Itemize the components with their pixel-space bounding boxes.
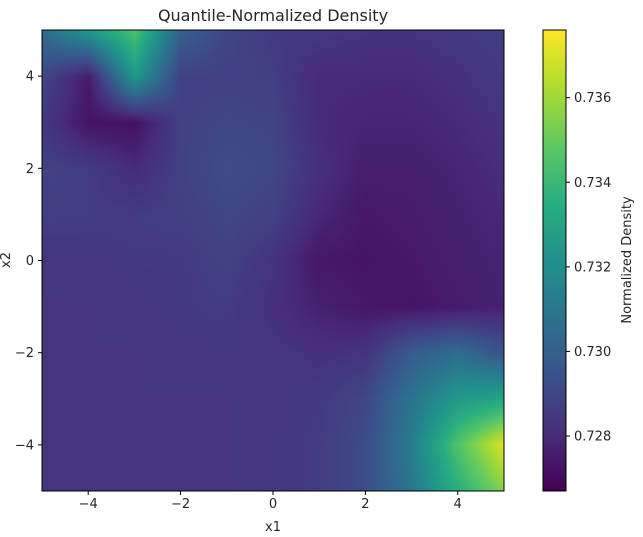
y-tick-label: −2 bbox=[15, 346, 34, 361]
colorbar-frame bbox=[542, 29, 567, 492]
y-tick-label: −4 bbox=[15, 438, 34, 453]
x-tick-label: 0 bbox=[269, 497, 277, 512]
colorbar-gradient bbox=[543, 30, 566, 491]
x-tick-label: −2 bbox=[171, 497, 190, 512]
x-axis-label: x1 bbox=[265, 520, 281, 535]
x-tick-label: −4 bbox=[79, 497, 98, 512]
y-tick-label: 0 bbox=[26, 254, 34, 269]
x-tick-label: 2 bbox=[361, 497, 369, 512]
y-tick-label: 4 bbox=[26, 70, 34, 85]
heatmap-plot-area bbox=[41, 29, 505, 492]
colorbar-tick-label: 0.732 bbox=[574, 260, 611, 275]
y-axis-ticks: −4 −2 0 2 4 bbox=[15, 70, 42, 453]
colorbar-tick-label: 0.734 bbox=[574, 176, 611, 191]
x-axis-ticks: −4 −2 0 2 4 bbox=[79, 491, 462, 512]
x-tick-label: 4 bbox=[454, 497, 462, 512]
colorbar: 0.728 0.730 0.732 0.734 0.736 Normalized Den… bbox=[542, 29, 635, 492]
colorbar-label: Normalized Density bbox=[620, 196, 635, 324]
chart-title: Quantile-Normalized Density bbox=[158, 6, 388, 25]
colorbar-ticks: 0.728 0.730 0.732 0.734 0.736 bbox=[566, 91, 611, 445]
heatmap-image bbox=[42, 30, 504, 491]
colorbar-tick-label: 0.728 bbox=[574, 430, 611, 445]
colorbar-tick-label: 0.730 bbox=[574, 345, 611, 360]
y-tick-label: 2 bbox=[26, 162, 34, 177]
colorbar-tick-label: 0.736 bbox=[574, 91, 611, 106]
y-axis-label: x2 bbox=[0, 252, 14, 268]
